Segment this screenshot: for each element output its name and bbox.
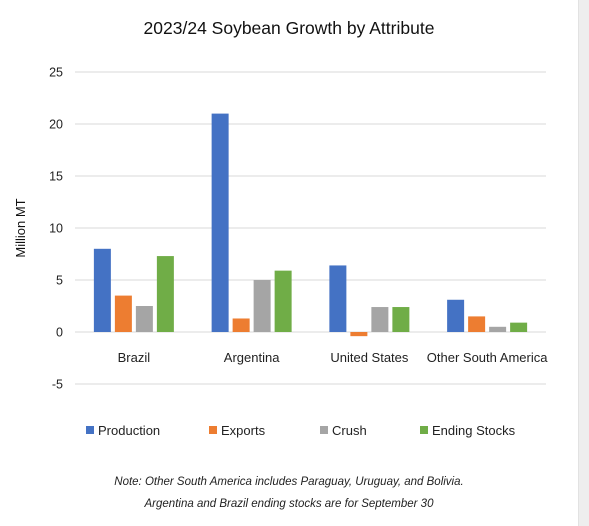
bar <box>329 265 347 332</box>
y-tick-labels: -5 0 5 10 15 20 25 <box>49 66 63 392</box>
y-tick-label: 20 <box>49 118 63 132</box>
bars <box>93 113 528 337</box>
y-tick-label: 0 <box>56 326 63 340</box>
y-tick-label: 25 <box>49 66 63 80</box>
chart-svg: 2023/24 Soybean Growth by Attribute Mill… <box>13 18 549 438</box>
legend-label: Exports <box>221 423 266 438</box>
legend-label: Ending Stocks <box>432 423 516 438</box>
legend: Production Exports Crush Ending Stocks <box>86 423 516 438</box>
chart-title: 2023/24 Soybean Growth by Attribute <box>144 18 435 38</box>
bar <box>350 332 368 337</box>
bar <box>510 322 528 332</box>
category-label: Brazil <box>118 350 151 365</box>
bar <box>93 248 111 332</box>
category-label: Argentina <box>224 350 280 365</box>
bar <box>468 316 486 332</box>
y-axis-label: Million MT <box>13 198 28 257</box>
gridlines <box>75 71 546 385</box>
legend-swatch <box>86 426 94 434</box>
y-tick-label: 10 <box>49 222 63 236</box>
legend-label: Crush <box>332 423 367 438</box>
legend-swatch <box>209 426 217 434</box>
bar <box>232 318 250 332</box>
bar <box>274 270 292 332</box>
category-label: Other South America <box>427 350 548 365</box>
bar <box>114 295 132 332</box>
bar <box>135 306 153 332</box>
legend-swatch <box>320 426 328 434</box>
bar <box>489 326 507 332</box>
footnote-line-1: Note: Other South America includes Parag… <box>114 476 464 488</box>
legend-swatch <box>420 426 428 434</box>
category-labels: Brazil Argentina United States Other South … <box>118 350 549 365</box>
bar <box>253 280 271 332</box>
y-tick-label: -5 <box>52 378 63 392</box>
y-tick-label: 15 <box>49 170 63 184</box>
category-label: United States <box>330 350 409 365</box>
y-tick-label: 5 <box>56 274 63 288</box>
bar <box>447 299 465 332</box>
bar <box>211 113 229 332</box>
bar <box>392 307 410 332</box>
legend-label: Production <box>98 423 160 438</box>
footnote-line-2: Argentina and Brazil ending stocks are f… <box>144 498 434 510</box>
scrollbar-track[interactable] <box>578 0 589 526</box>
bar <box>371 307 389 332</box>
bar <box>156 256 174 332</box>
